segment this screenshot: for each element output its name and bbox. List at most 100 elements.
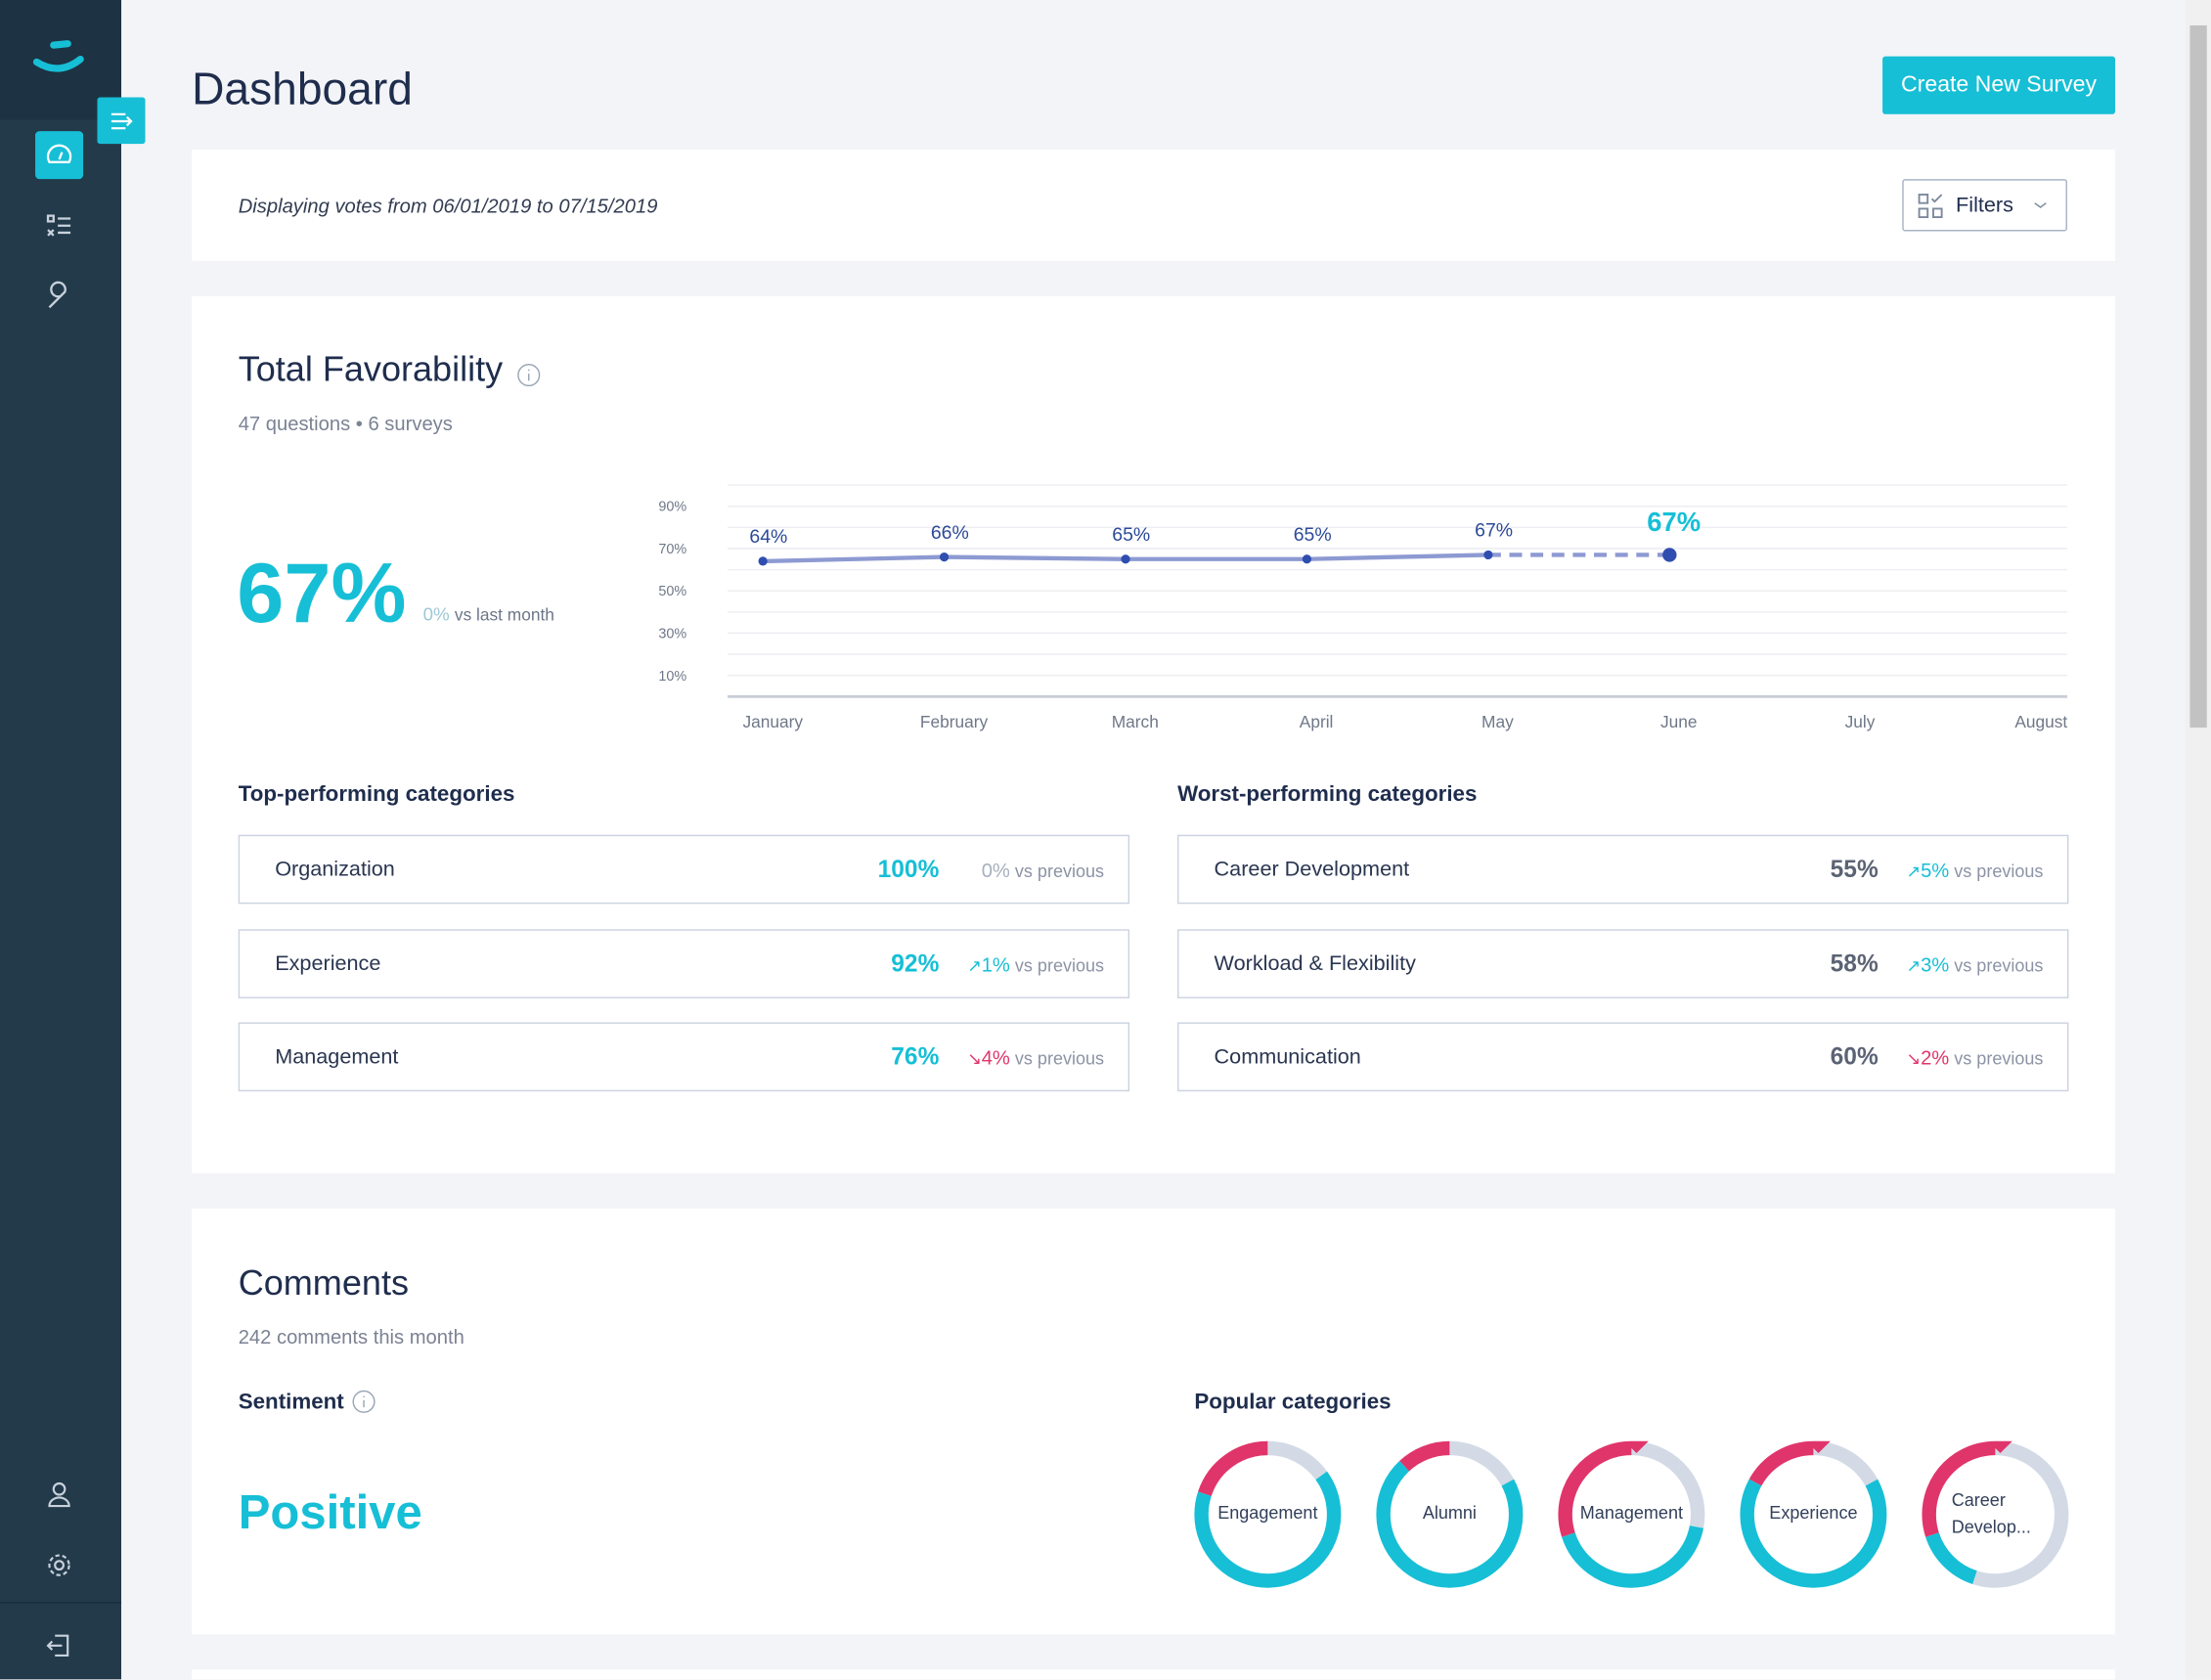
top-title: Top-performing categories — [238, 782, 515, 807]
nav-logout[interactable] — [35, 1621, 83, 1669]
y-tick-label: 10% — [658, 669, 686, 685]
info-icon[interactable] — [351, 1389, 376, 1414]
category-value: 55% — [1830, 856, 1879, 883]
donut-segment — [1740, 1440, 1887, 1588]
create-survey-button[interactable]: Create New Survey — [1882, 56, 2115, 114]
category-row: Communication 60% ↘2% vs previous — [1177, 1022, 2069, 1092]
category-name: Experience — [275, 951, 381, 976]
category-value: 60% — [1830, 1043, 1879, 1071]
category-change: ↘4% vs previous — [967, 1046, 1104, 1069]
donut-segment — [1922, 1440, 2069, 1588]
category-value: 76% — [891, 1043, 940, 1071]
x-tick-label: July — [1845, 712, 1876, 731]
y-tick-label: 50% — [658, 584, 686, 599]
x-tick-label: April — [1300, 712, 1334, 731]
trend-arrow: ↗ — [1906, 954, 1922, 976]
category-change: ↗3% vs previous — [1907, 952, 2044, 975]
filters-label: Filters — [1956, 193, 2013, 218]
category-name: Career Development — [1214, 857, 1410, 882]
nav-surveys[interactable] — [35, 201, 83, 249]
data-label: 64% — [749, 526, 787, 548]
change-value: 1% — [981, 952, 1010, 976]
change-value: 0% — [981, 859, 1010, 882]
change-label: vs previous — [1014, 954, 1105, 976]
category-name: Management — [275, 1044, 399, 1070]
data-label: 67% — [1475, 520, 1513, 542]
trend-arrow: ↗ — [1906, 862, 1922, 882]
donut-segment — [1194, 1440, 1342, 1588]
data-label: 66% — [931, 522, 969, 544]
nav-tools[interactable] — [35, 272, 83, 320]
collapse-toggle[interactable] — [97, 97, 146, 145]
category-value: 58% — [1830, 950, 1879, 977]
worst-title: Worst-performing categories — [1177, 782, 1478, 807]
filters-button[interactable]: Filters — [1902, 179, 2067, 232]
category-name: Organization — [275, 857, 395, 882]
donut-segment — [1558, 1440, 1705, 1588]
donut-segment — [1194, 1440, 1342, 1588]
category-name: Workload & Flexibility — [1214, 951, 1416, 976]
scrollbar-thumb[interactable] — [2189, 24, 2207, 729]
category-row: Workload & Flexibility 58% ↗3% vs previous — [1177, 928, 2069, 998]
x-tick-label: May — [1481, 712, 1514, 731]
category-row: Organization 100% 0% vs previous — [238, 834, 1130, 905]
date-range: Displaying votes from 06/01/2019 to 07/1… — [238, 194, 658, 218]
data-point — [1302, 554, 1312, 564]
comments-card — [192, 1208, 2115, 1635]
data-label: 65% — [1294, 524, 1332, 546]
donut-label: Career Develop... — [1951, 1490, 2031, 1537]
donut-segment — [1558, 1440, 1705, 1588]
category-name: Communication — [1214, 1044, 1361, 1070]
sentiment-value: Positive — [238, 1485, 422, 1540]
logo — [32, 40, 84, 72]
category-row: Experience 92% ↗1% vs previous — [238, 928, 1130, 998]
data-point — [939, 552, 950, 562]
nav-dashboard[interactable] — [35, 131, 84, 180]
favorability-change-wrap: 0% vs last month — [423, 603, 554, 625]
trend-arrow: ↘ — [967, 1048, 982, 1070]
page-title: Dashboard — [192, 63, 413, 114]
divider — [0, 1602, 122, 1604]
donut-label: Engagement — [1217, 1503, 1318, 1524]
category-value: 92% — [891, 950, 940, 977]
info-icon[interactable] — [516, 363, 542, 388]
category-change: 0% vs previous — [982, 859, 1104, 881]
change-value: 2% — [1921, 1045, 1950, 1070]
favorability-title: Total Favorability — [238, 349, 504, 389]
popular-title: Popular categories — [1194, 1390, 1392, 1415]
y-tick-label: 70% — [658, 542, 686, 557]
donut-label: Alumni — [1422, 1503, 1477, 1524]
data-label: 67% — [1647, 507, 1701, 537]
change-label: vs previous — [1954, 954, 2044, 976]
nav-settings[interactable] — [35, 1541, 83, 1589]
x-tick-label: January — [742, 712, 803, 731]
change-label: vs previous — [1954, 1048, 2044, 1070]
category-row: Management 76% ↘4% vs previous — [238, 1022, 1130, 1092]
data-label: 65% — [1112, 524, 1150, 546]
donut-label: Management — [1579, 1503, 1684, 1524]
x-tick-label: March — [1112, 712, 1159, 731]
x-tick-label: June — [1660, 712, 1698, 731]
scrollbar[interactable] — [2186, 0, 2211, 1680]
trend-arrow: ↘ — [1906, 1048, 1922, 1070]
category-change: ↘2% vs previous — [1907, 1046, 2044, 1069]
nav-profile[interactable] — [35, 1471, 83, 1519]
data-point — [758, 556, 768, 566]
filter-bar: Displaying votes from 06/01/2019 to 07/1… — [192, 149, 2115, 261]
change-value: 4% — [981, 1045, 1010, 1070]
category-change: ↗1% vs previous — [967, 952, 1104, 975]
donut-segment — [1376, 1440, 1524, 1588]
y-tick-label: 30% — [658, 627, 686, 642]
trend-arrow: ↗ — [967, 954, 982, 976]
y-tick-label: 90% — [658, 500, 686, 515]
donut-label: Experience — [1769, 1503, 1858, 1524]
data-point — [1483, 550, 1493, 560]
favorability-value: 67% — [237, 546, 407, 641]
favorability-change: 0% — [422, 603, 450, 625]
data-point — [1662, 548, 1677, 562]
x-tick-label: February — [920, 712, 989, 731]
category-value: 100% — [877, 856, 940, 883]
change-label: vs previous — [1014, 1048, 1105, 1070]
